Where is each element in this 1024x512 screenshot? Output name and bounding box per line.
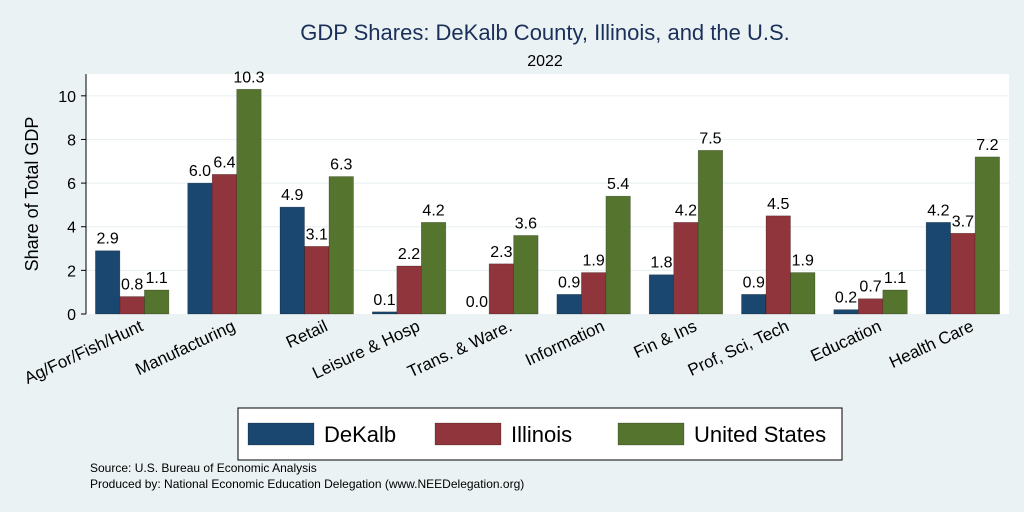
category-label: Manufacturing xyxy=(132,316,238,379)
legend-items: DeKalb Illinois United States xyxy=(247,422,826,447)
chart-subtitle: 2022 xyxy=(527,53,563,70)
chart-title: GDP Shares: DeKalb County, Illinois, and… xyxy=(300,20,790,45)
bar xyxy=(648,274,675,315)
data-label: 0.9 xyxy=(558,274,580,291)
bar xyxy=(119,296,145,315)
data-label: 4.2 xyxy=(675,202,697,219)
data-label: 1.9 xyxy=(792,253,814,270)
bar xyxy=(697,150,724,315)
y-tick-label: 6 xyxy=(67,176,76,193)
bar xyxy=(673,222,699,315)
legend-swatch xyxy=(617,422,685,446)
data-label: 1.9 xyxy=(583,253,605,270)
legend-swatch xyxy=(247,422,315,446)
data-label: 0.8 xyxy=(121,277,143,294)
data-label: 3.1 xyxy=(306,226,328,243)
legend xyxy=(237,407,843,461)
bar xyxy=(605,195,631,315)
bar xyxy=(144,289,170,315)
category-label: Prof, Sci, Tech xyxy=(685,316,792,379)
data-label: 6.3 xyxy=(330,157,352,174)
bar xyxy=(488,263,514,315)
y-tick-label: 0 xyxy=(67,307,76,324)
bar xyxy=(95,250,121,315)
bar xyxy=(513,235,539,315)
legend-label: Illinois xyxy=(511,422,572,447)
data-label: 3.6 xyxy=(515,215,537,232)
bar xyxy=(328,176,354,315)
bars xyxy=(95,88,1000,315)
data-label: 5.4 xyxy=(607,176,629,193)
data-label: 1.1 xyxy=(884,270,906,287)
data-label: 2.2 xyxy=(398,246,420,263)
data-label: 3.7 xyxy=(952,213,974,230)
data-label: 6.0 xyxy=(189,163,211,180)
data-label: 1.8 xyxy=(650,255,672,272)
bar xyxy=(950,232,976,315)
bar xyxy=(187,182,213,315)
category-label: Trans. & Ware. xyxy=(405,316,515,381)
category-label: Fin & Ins xyxy=(631,316,700,362)
bar xyxy=(556,294,582,315)
bar xyxy=(211,174,237,315)
data-label: 4.2 xyxy=(927,202,949,219)
category-label: Education xyxy=(808,316,885,365)
bar xyxy=(420,222,447,315)
data-label: 7.5 xyxy=(699,130,721,147)
legend-label: United States xyxy=(694,422,826,447)
data-labels: 2.90.8 1.16.06.410.34.93.16.30.12.24.20.0… xyxy=(97,69,999,311)
data-label: 6.4 xyxy=(213,154,235,171)
y-tick-label: 4 xyxy=(67,220,76,237)
data-label: 0.9 xyxy=(743,274,765,291)
data-label: 4.5 xyxy=(767,196,789,213)
bar xyxy=(790,272,816,315)
legend-swatch xyxy=(434,422,502,446)
data-label: 4.9 xyxy=(281,187,303,204)
data-label: 2.3 xyxy=(490,244,512,261)
data-label: 4.2 xyxy=(422,202,444,219)
y-tick-label: 2 xyxy=(67,263,76,280)
data-label: 0.2 xyxy=(835,290,857,307)
bar xyxy=(882,289,908,315)
y-axis-label: Share of Total GDP xyxy=(22,117,42,272)
y-tick-label: 10 xyxy=(58,89,76,106)
category-label: Ag/For/Fish/Hunt xyxy=(21,316,146,388)
category-label: Health Care xyxy=(886,316,976,372)
bar xyxy=(925,222,951,315)
y-tick-label: 8 xyxy=(67,132,76,149)
category-label: Retail xyxy=(283,316,330,352)
bar xyxy=(279,206,305,315)
category-label: Information xyxy=(522,316,607,369)
bar xyxy=(236,88,262,315)
data-label: 2.9 xyxy=(97,231,119,248)
bar xyxy=(857,298,884,315)
bar xyxy=(765,215,791,315)
bar xyxy=(371,311,398,315)
data-label: 0.0 xyxy=(466,294,488,311)
data-label: 10.3 xyxy=(233,69,264,86)
bar xyxy=(833,309,859,315)
source-note: Source: U.S. Bureau of Economic Analysis xyxy=(90,461,317,475)
bar xyxy=(396,265,422,315)
legend-label: DeKalb xyxy=(324,422,396,447)
produced-by-note: Produced by: National Economic Education… xyxy=(90,477,524,491)
data-label: 7.2 xyxy=(976,137,998,154)
bar xyxy=(304,246,330,315)
y-ticks: 0 2 4 6 8 10 xyxy=(58,89,86,324)
bar xyxy=(974,156,1000,315)
bar xyxy=(581,272,607,315)
data-label: 0.7 xyxy=(859,279,881,296)
bar xyxy=(741,294,767,315)
data-label: 0.1 xyxy=(373,292,395,309)
data-label: 1.1 xyxy=(146,270,168,287)
